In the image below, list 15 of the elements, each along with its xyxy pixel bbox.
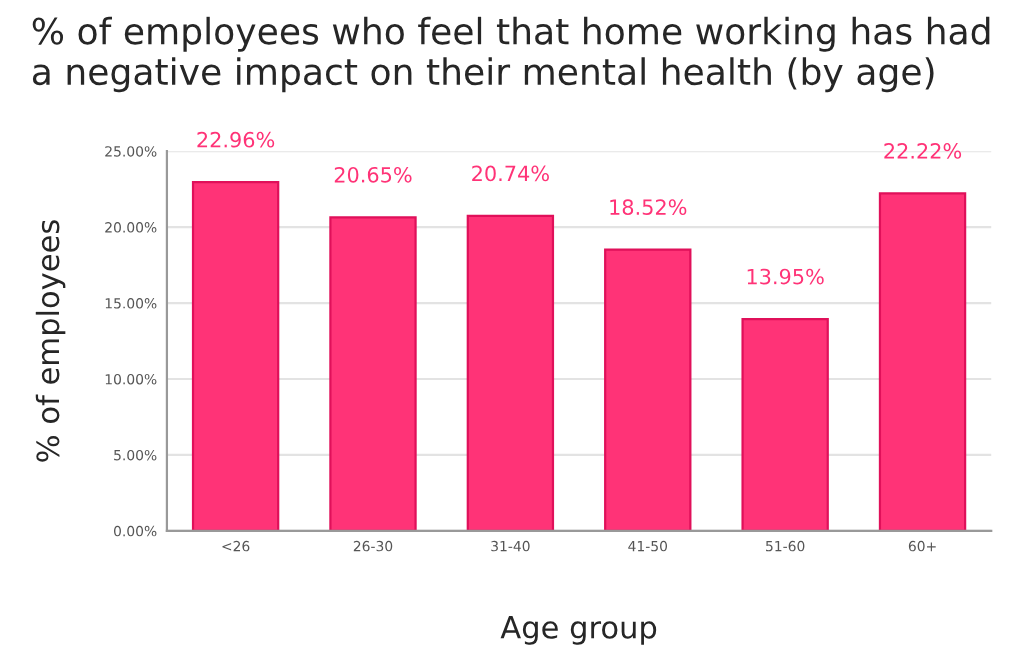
data-label: 20.65% [334,166,412,183]
data-label: 13.95% [747,268,824,285]
bar [466,214,555,531]
bar [878,192,967,531]
bar [191,181,280,531]
bar [741,317,829,531]
bar [604,248,692,531]
data-label: 22.22% [884,143,962,159]
y-axis-title: % of employees [35,220,66,462]
data-label: 20.74% [472,165,549,182]
bar [329,216,417,531]
data-label: 22.96% [197,131,275,148]
x-axis-title: Age group [500,616,657,645]
data-label: 18.52% [610,199,687,216]
chart-title: % of employees who feel that home working has had a negative impact on their mental health (by age) [32,16,990,93]
